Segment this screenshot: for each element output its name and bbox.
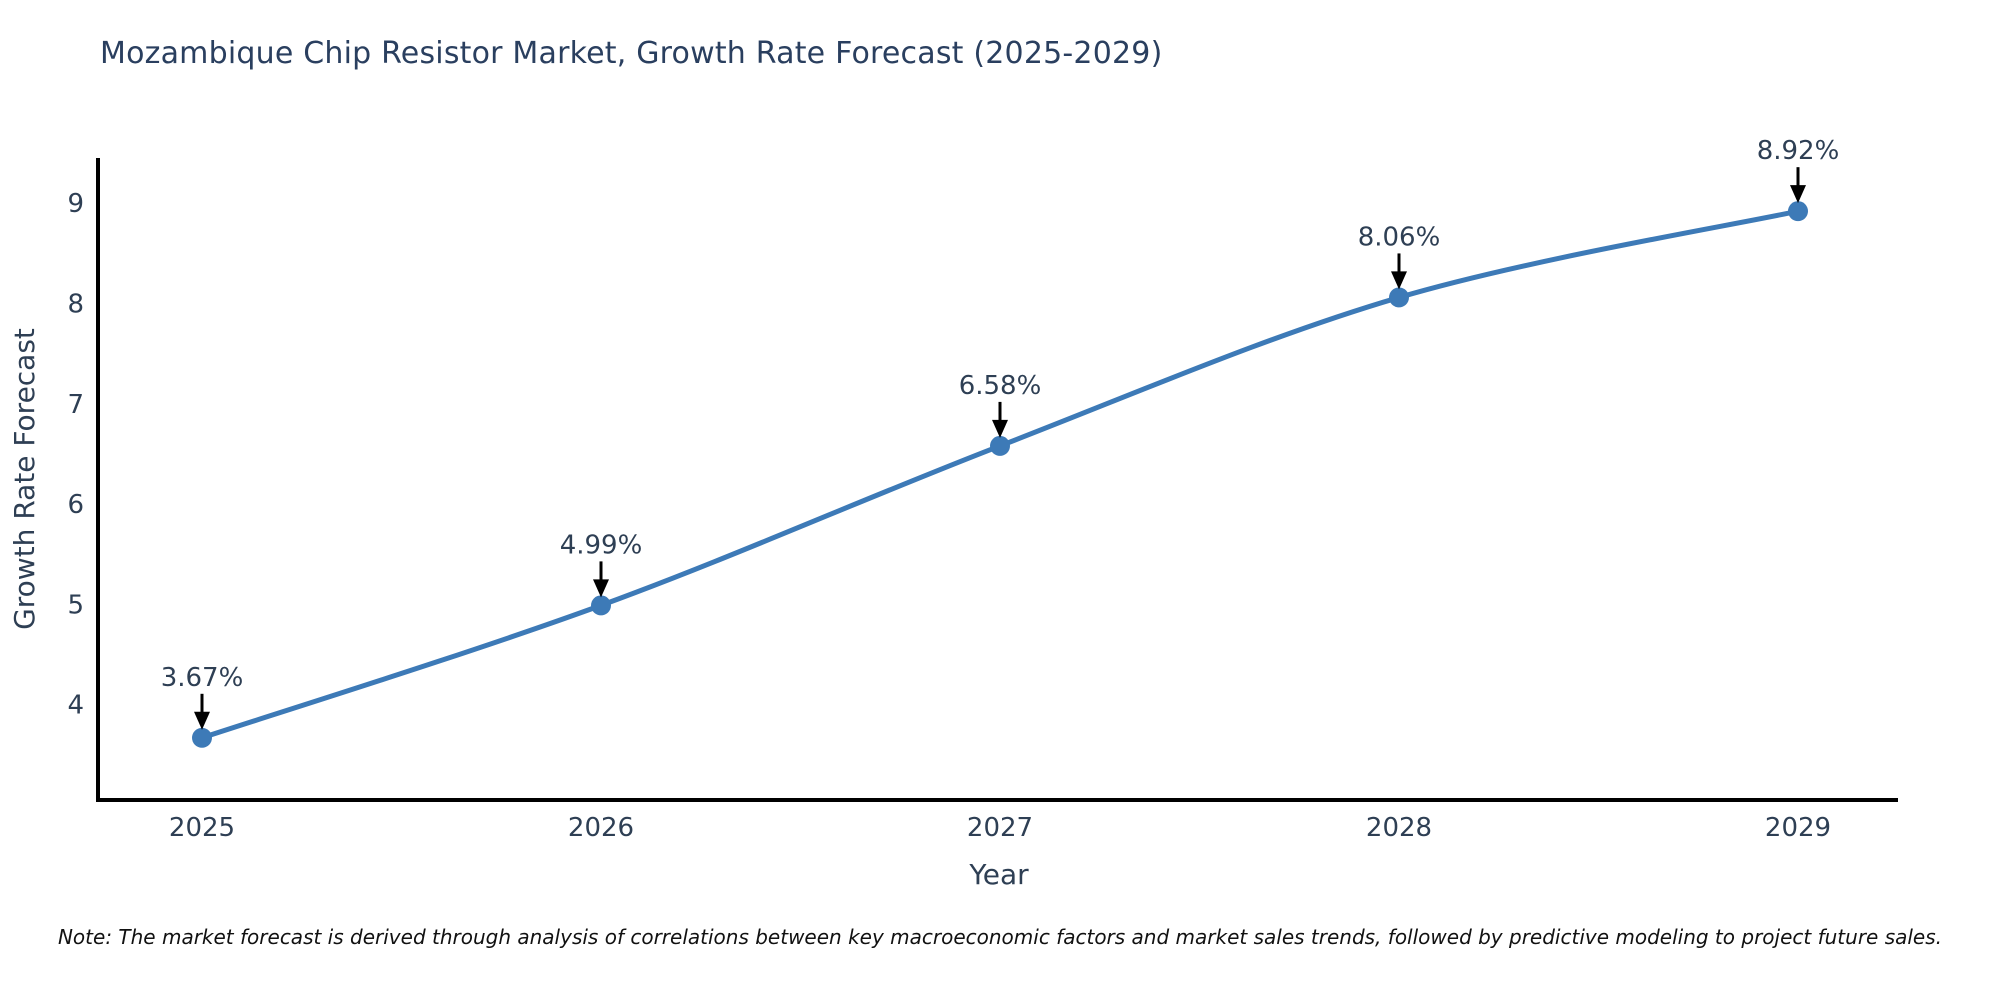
- x-axis-title: Year: [968, 858, 1029, 891]
- y-tick-label: 9: [67, 189, 84, 219]
- y-tick-label: 7: [67, 390, 84, 420]
- annotation-arrowhead-icon: [194, 711, 210, 730]
- y-tick-label: 4: [67, 691, 84, 721]
- data-point-marker: [1389, 287, 1409, 308]
- x-tick-label: 2027: [967, 813, 1033, 843]
- y-tick-label: 6: [67, 490, 84, 520]
- x-tick-label: 2028: [1366, 813, 1432, 843]
- y-tick-label: 8: [67, 289, 84, 319]
- annotation-arrowhead-icon: [992, 419, 1008, 438]
- annotation-arrowhead-icon: [1790, 185, 1806, 204]
- data-point-marker: [591, 595, 611, 616]
- point-value-label: 8.06%: [1358, 222, 1441, 252]
- y-tick-label: 5: [67, 590, 84, 620]
- annotation-arrowhead-icon: [1391, 271, 1407, 290]
- x-tick-label: 2029: [1765, 813, 1831, 843]
- point-value-label: 3.67%: [161, 663, 244, 693]
- data-point-marker: [1788, 201, 1808, 222]
- point-value-label: 4.99%: [560, 530, 643, 560]
- point-value-label: 6.58%: [959, 371, 1042, 401]
- annotation-arrowhead-icon: [593, 579, 609, 598]
- point-value-label: 8.92%: [1757, 136, 1840, 166]
- chart-title: Mozambique Chip Resistor Market, Growth …: [100, 36, 1163, 71]
- y-axis-title: Growth Rate Forecast: [8, 328, 41, 630]
- x-tick-label: 2026: [568, 813, 634, 843]
- x-tick-label: 2025: [169, 813, 235, 843]
- chart-footnote: Note: The market forecast is derived thr…: [57, 925, 1943, 949]
- data-point-marker: [990, 435, 1010, 456]
- data-point-marker: [192, 727, 212, 748]
- series-line: [199, 208, 1801, 741]
